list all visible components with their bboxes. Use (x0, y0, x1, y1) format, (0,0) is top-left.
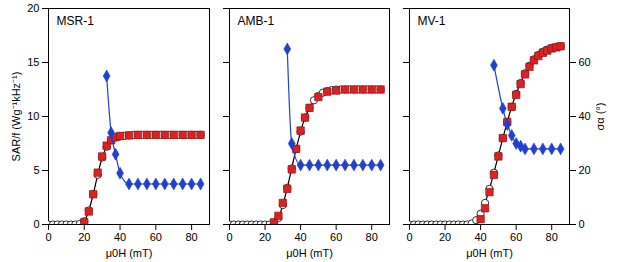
svg-text:0: 0 (226, 231, 232, 243)
svg-text:60: 60 (150, 231, 162, 243)
svg-text:SAR/f (Wg⁻¹kHz⁻¹): SAR/f (Wg⁻¹kHz⁻¹) (10, 72, 22, 162)
svg-text:MV-1: MV-1 (418, 14, 446, 28)
svg-text:μ0H (mT): μ0H (mT) (466, 247, 513, 259)
svg-text:AMB-1: AMB-1 (238, 14, 275, 28)
svg-text:80: 80 (546, 231, 558, 243)
svg-text:15: 15 (27, 56, 39, 68)
svg-text:20: 20 (579, 164, 591, 176)
svg-text:40: 40 (294, 231, 306, 243)
svg-text:0: 0 (406, 231, 412, 243)
svg-text:20: 20 (439, 231, 451, 243)
svg-text:0: 0 (579, 218, 585, 230)
svg-text:20: 20 (78, 231, 90, 243)
svg-text:0: 0 (33, 218, 39, 230)
svg-text:20: 20 (259, 231, 271, 243)
svg-text:40: 40 (114, 231, 126, 243)
svg-text:MSR-1: MSR-1 (57, 14, 95, 28)
svg-text:60: 60 (510, 231, 522, 243)
svg-text:80: 80 (366, 231, 378, 243)
svg-text:60: 60 (330, 231, 342, 243)
svg-text:0: 0 (45, 231, 51, 243)
svg-text:10: 10 (27, 110, 39, 122)
svg-text:μ0H (mT): μ0H (mT) (286, 247, 333, 259)
svg-text:5: 5 (33, 164, 39, 176)
svg-text:80: 80 (185, 231, 197, 243)
svg-text:40: 40 (474, 231, 486, 243)
svg-text:σα (°): σα (°) (594, 103, 606, 131)
svg-text:20: 20 (27, 2, 39, 14)
svg-text:40: 40 (579, 110, 591, 122)
svg-text:60: 60 (579, 56, 591, 68)
svg-text:μ0H (mT): μ0H (mT) (106, 247, 153, 259)
